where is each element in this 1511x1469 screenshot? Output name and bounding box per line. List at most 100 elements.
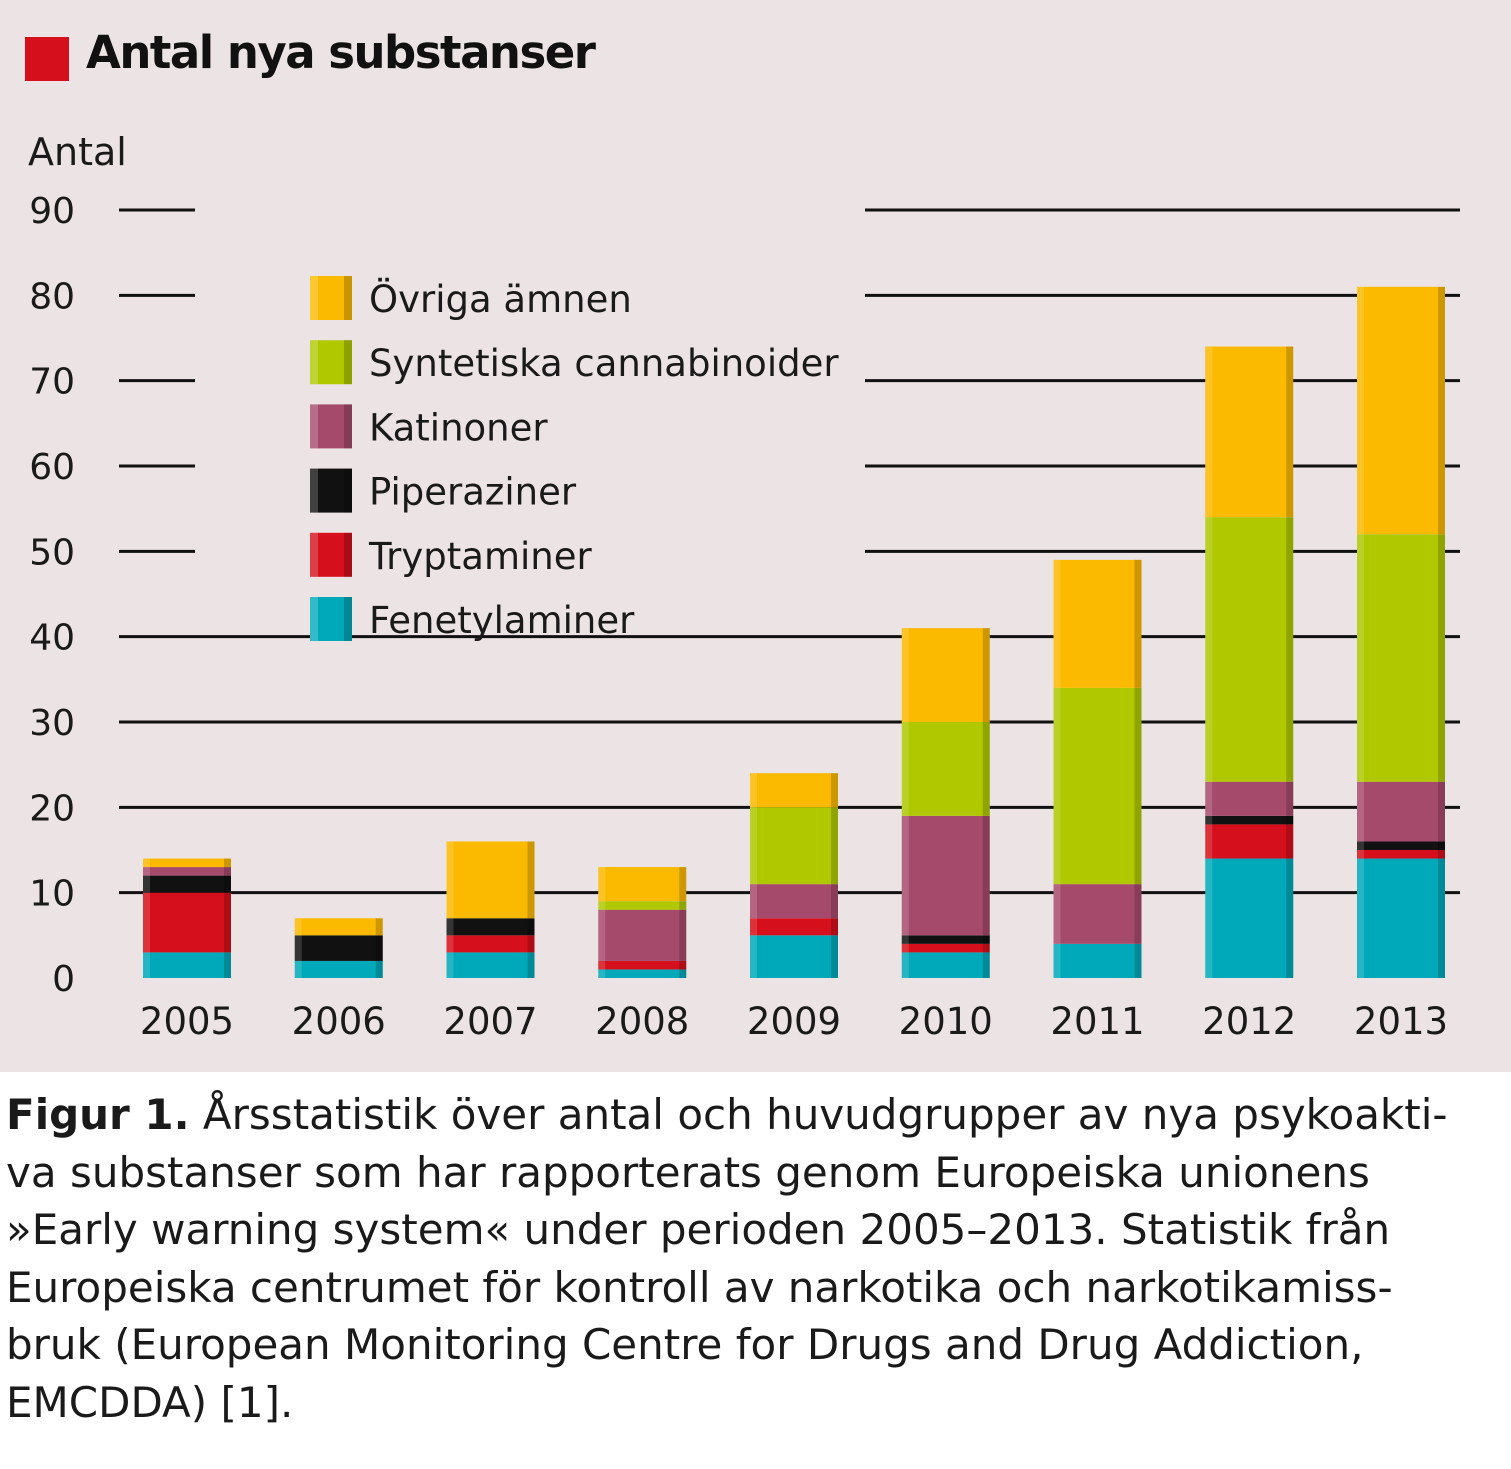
bar-segment-highlight bbox=[1357, 858, 1364, 978]
x-tick-label: 2011 bbox=[1050, 1000, 1144, 1043]
bar-segment-shade bbox=[1286, 824, 1294, 859]
bar-segment bbox=[598, 867, 687, 902]
bar-segment-highlight bbox=[446, 935, 454, 953]
bar-segment-highlight bbox=[1357, 534, 1364, 782]
bar-segment-shade bbox=[375, 960, 383, 978]
caption-text-1: Årsstatistik över antal och huvudgrupper… bbox=[189, 1090, 1448, 1139]
legend-swatch-shade bbox=[344, 532, 352, 577]
y-axis-label: Antal bbox=[28, 130, 127, 174]
legend-swatch bbox=[310, 532, 352, 577]
bar-segment-shade bbox=[1134, 943, 1142, 978]
bar-segment-highlight bbox=[1205, 858, 1213, 978]
bar-segment bbox=[294, 935, 383, 961]
bar-segment bbox=[750, 884, 838, 919]
bar-segment-highlight bbox=[446, 952, 454, 978]
bar-segment-shade bbox=[1438, 858, 1445, 978]
bar-segment-shade bbox=[375, 935, 383, 961]
bar-segment bbox=[901, 935, 990, 944]
legend-label: Katinoner bbox=[369, 406, 548, 449]
caption-line-5: bruk (European Monitoring Centre for Dru… bbox=[6, 1320, 1364, 1369]
legend-swatch bbox=[310, 404, 352, 449]
bar-segment-shade bbox=[982, 943, 990, 953]
bar-segment-shade bbox=[1286, 815, 1294, 825]
bar-segment-highlight bbox=[901, 628, 909, 722]
bar-segment-shade bbox=[1438, 850, 1445, 859]
bar-segment bbox=[1205, 824, 1294, 859]
bar-segment-shade bbox=[831, 773, 838, 808]
bar-segment bbox=[1205, 346, 1294, 518]
bar-segment-shade bbox=[224, 858, 231, 868]
bar-segment-shade bbox=[679, 901, 687, 910]
stacked-bar-chart: 0 10 20 30 40 50 60 70 80 90 2005 2006 2007 2008 2009 2… bbox=[29, 191, 1460, 1043]
legend-swatch-shade bbox=[344, 597, 352, 641]
bar-segment bbox=[294, 960, 383, 978]
bar-segment-highlight bbox=[1205, 346, 1213, 518]
bar-segment-highlight bbox=[1205, 517, 1213, 782]
legend-label: Fenetylaminer bbox=[369, 599, 635, 642]
bar-segment bbox=[901, 952, 990, 978]
chart-title: Antal nya substanser bbox=[86, 26, 596, 79]
bar-segment bbox=[1205, 781, 1294, 816]
y-tick-label: 80 bbox=[29, 276, 75, 317]
bar-segment-shade bbox=[679, 909, 687, 961]
bar-segment bbox=[1357, 781, 1445, 842]
legend-swatch-shade bbox=[344, 340, 352, 385]
bar-segment-highlight bbox=[1205, 781, 1213, 816]
legend-swatch-highlight bbox=[310, 340, 318, 385]
legend-swatch-highlight bbox=[310, 468, 318, 513]
bar-segment bbox=[1053, 884, 1142, 944]
bar-segment-highlight bbox=[1357, 850, 1364, 859]
bar-segment-shade bbox=[375, 918, 383, 936]
bar-segment-highlight bbox=[294, 935, 302, 961]
caption-label: Figur 1. bbox=[6, 1090, 190, 1139]
bar-segment-shade bbox=[224, 952, 231, 978]
bar-segment-highlight bbox=[1053, 884, 1061, 944]
x-tick-label: 2013 bbox=[1354, 1000, 1448, 1043]
caption-line-6: EMCDDA) [1]. bbox=[6, 1377, 294, 1427]
figure-caption: Figur 1. Årsstatistik över antal och huv… bbox=[6, 1086, 1506, 1431]
bar-segment-shade bbox=[224, 892, 231, 953]
bar-segment bbox=[750, 918, 838, 936]
bar-segment bbox=[1053, 943, 1142, 978]
legend-swatch-shade bbox=[344, 468, 352, 513]
bar-segment bbox=[1205, 815, 1294, 825]
bar-segment-highlight bbox=[750, 884, 757, 919]
chart-panel: Antal nya substanser Antal 0 10 20 30 40 50 60… bbox=[0, 0, 1511, 1072]
bar-segment-shade bbox=[1286, 346, 1294, 518]
bar-segment-shade bbox=[1438, 534, 1445, 782]
legend-label: Övriga ämnen bbox=[369, 278, 632, 321]
legend-swatch-highlight bbox=[310, 276, 318, 320]
bar-segment-highlight bbox=[598, 960, 606, 970]
bar-segment-highlight bbox=[294, 960, 302, 978]
bar-segment-shade bbox=[1134, 687, 1142, 885]
bar-segment bbox=[446, 935, 535, 953]
bar-segment bbox=[750, 807, 838, 885]
bar-segment bbox=[294, 918, 383, 936]
caption-line-3: »Early warning system« under perioden 20… bbox=[6, 1205, 1391, 1254]
y-tick-label: 30 bbox=[29, 703, 75, 744]
bar-segment-shade bbox=[679, 960, 687, 970]
bar-segment bbox=[1357, 286, 1445, 535]
legend-swatch bbox=[310, 340, 352, 385]
bar-segment-shade bbox=[831, 935, 838, 978]
bar-segment bbox=[1357, 858, 1445, 978]
bar-segment-highlight bbox=[143, 867, 150, 876]
bar-segment bbox=[446, 952, 535, 978]
y-tick-label: 70 bbox=[29, 362, 75, 403]
bar-segment-shade bbox=[982, 628, 990, 722]
caption-line-2: va substanser som har rapporterats genom… bbox=[6, 1147, 1370, 1197]
x-tick-label: 2009 bbox=[747, 1000, 841, 1043]
y-tick-label: 60 bbox=[29, 447, 75, 488]
y-tick-label: 90 bbox=[29, 191, 75, 232]
bar-segment-highlight bbox=[446, 841, 454, 919]
bar-segment-shade bbox=[831, 884, 838, 919]
x-tick-label: 2010 bbox=[899, 1000, 993, 1043]
bar-segment-shade bbox=[679, 867, 687, 902]
bar-segment-shade bbox=[1286, 781, 1294, 816]
bar-segment-highlight bbox=[750, 773, 757, 808]
bar-segment-shade bbox=[1438, 841, 1445, 850]
bar-segment bbox=[143, 875, 231, 893]
bar-segment bbox=[598, 960, 687, 970]
bar-segment-shade bbox=[527, 952, 535, 978]
bar-segment bbox=[598, 909, 687, 961]
